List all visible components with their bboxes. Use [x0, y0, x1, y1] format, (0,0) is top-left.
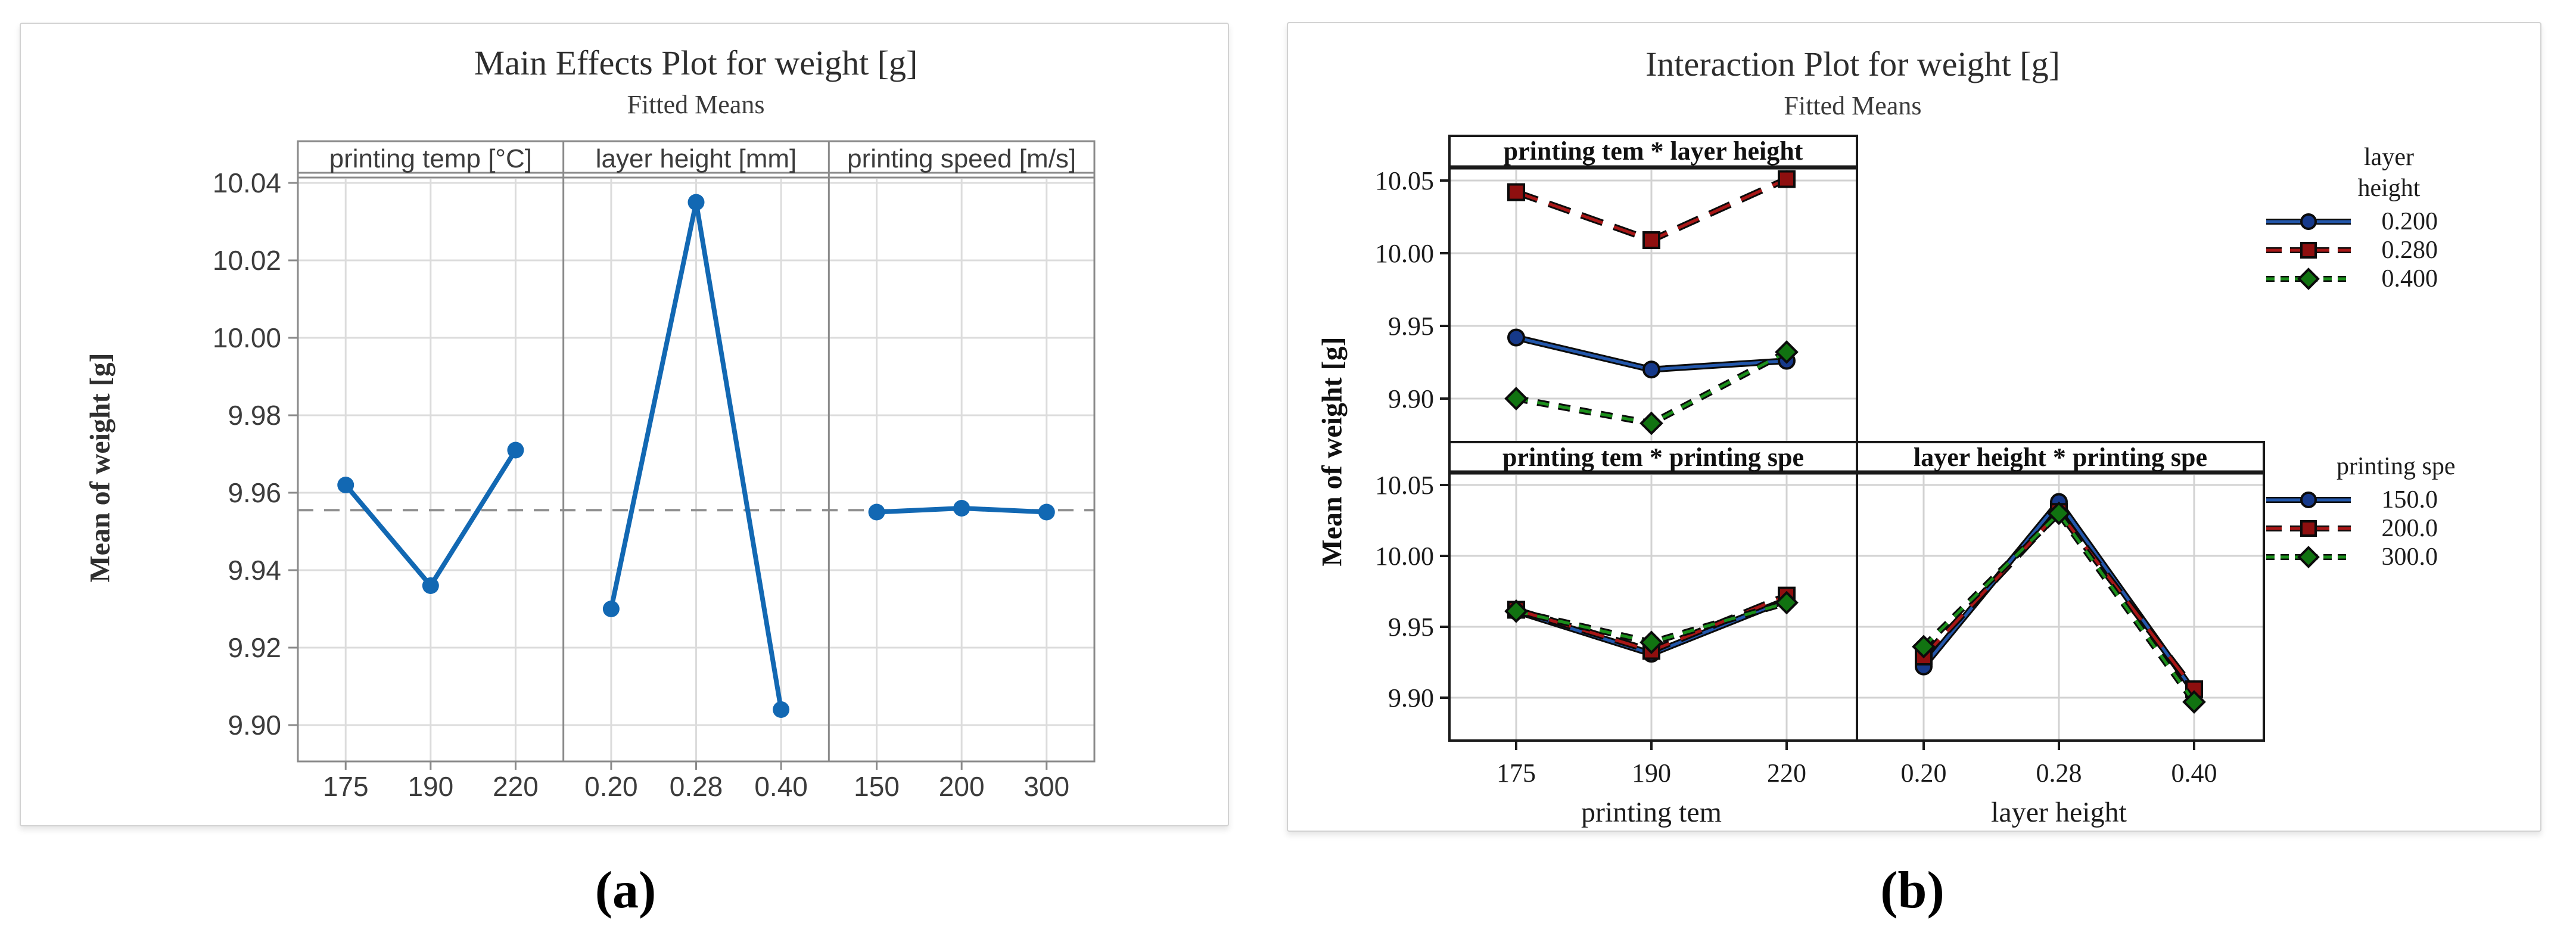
- svg-text:0.20: 0.20: [584, 771, 638, 802]
- figure-a-title: Main Effects Plot for weight [g]: [474, 43, 918, 82]
- svg-text:175: 175: [1497, 758, 1536, 788]
- svg-text:9.95: 9.95: [1388, 612, 1434, 642]
- svg-text:layer height [mm]: layer height [mm]: [596, 144, 797, 173]
- figure-b-x-axis-label-layer-height: layer height: [1991, 797, 2127, 828]
- figure-a-panel: [20, 23, 1229, 826]
- legend-entry: 300.0: [2264, 543, 2443, 571]
- legend-layer-height-title-line2: height: [2357, 175, 2421, 202]
- svg-text:printing speed [m/s]: printing speed [m/s]: [847, 144, 1076, 173]
- svg-text:300: 300: [1023, 771, 1069, 802]
- legend-entry: 0.400: [2264, 265, 2443, 293]
- legend-symbol-diamond: [2266, 546, 2351, 568]
- svg-text:printing tem * printing spe: printing tem * printing spe: [1502, 443, 1804, 472]
- legend-entry-label: 200.0: [2381, 515, 2438, 542]
- svg-text:220: 220: [1767, 758, 1806, 788]
- legend-symbol-diamond: [2266, 268, 2351, 290]
- svg-text:10.00: 10.00: [1375, 542, 1434, 571]
- svg-text:9.94: 9.94: [228, 555, 281, 586]
- svg-text:9.98: 9.98: [228, 400, 281, 431]
- figure-b-y-axis-label: Mean of weight [g]: [1316, 337, 1348, 567]
- svg-text:0.28: 0.28: [2036, 758, 2082, 788]
- svg-text:9.96: 9.96: [228, 477, 281, 508]
- interaction-plot: 10.05 10.05 10.00 10.00 9.95 9.95 9.90 9.90 175 1…: [1375, 135, 2265, 788]
- figure-a-y-axis-label: Mean of weight [g]: [84, 353, 116, 583]
- svg-text:printing tem * layer height: printing tem * layer height: [1504, 136, 1803, 166]
- svg-text:9.90: 9.90: [228, 710, 281, 741]
- legend-entry: 200.0: [2264, 514, 2443, 543]
- legend-entry: 0.200: [2264, 207, 2443, 236]
- svg-text:10.04: 10.04: [213, 167, 281, 198]
- svg-text:190: 190: [1632, 758, 1671, 788]
- legend-entry: 0.280: [2264, 236, 2443, 265]
- legend-symbol-square: [2266, 242, 2351, 259]
- main-effects-plot: 10.04 10.02 10.00 9.98 9.96 9.94 9.92 9.90 175 19…: [213, 140, 1096, 802]
- svg-text:9.92: 9.92: [228, 632, 281, 663]
- svg-text:0.28: 0.28: [670, 771, 723, 802]
- svg-text:0.40: 0.40: [2171, 758, 2217, 788]
- legend-entry-label: 0.200: [2381, 208, 2438, 235]
- legend-entry-label: 150.0: [2381, 486, 2438, 514]
- figure-b-subtitle: Fitted Means: [1784, 91, 1922, 120]
- svg-text:9.90: 9.90: [1388, 683, 1434, 713]
- svg-text:0.40: 0.40: [754, 771, 808, 802]
- svg-text:0.20: 0.20: [1901, 758, 1947, 788]
- interaction-series-300.0: [1922, 512, 2196, 703]
- svg-text:layer height * printing spe: layer height * printing spe: [1914, 443, 2207, 472]
- svg-text:175: 175: [323, 771, 369, 802]
- legend-layer-height: layer height 0.200 0.280 0.400: [2264, 142, 2443, 293]
- legend-entry-label: 300.0: [2381, 543, 2438, 571]
- legend-entry: 150.0: [2264, 486, 2443, 514]
- figure-b-x-axis-label-printing-tem: printing tem: [1581, 797, 1722, 828]
- legend-symbol-square: [2266, 520, 2351, 537]
- legend-layer-height-title-line1: layer: [2364, 144, 2414, 171]
- svg-text:220: 220: [493, 771, 539, 802]
- legend-symbol-circle: [2266, 213, 2351, 230]
- legend-entry-label: 0.400: [2381, 265, 2438, 293]
- figure-a-subtitle: Fitted Means: [627, 90, 765, 119]
- svg-text:10.05: 10.05: [1375, 166, 1434, 195]
- svg-text:10.00: 10.00: [213, 322, 281, 353]
- svg-text:9.90: 9.90: [1388, 384, 1434, 413]
- legend-printing-spe-title: printing spe: [2337, 453, 2456, 480]
- figure-b-title: Interaction Plot for weight [g]: [1645, 45, 2060, 83]
- legend-printing-spe-entries: 150.0 200.0 300.0: [2264, 486, 2443, 571]
- svg-text:150: 150: [854, 771, 900, 802]
- svg-text:10.02: 10.02: [213, 245, 281, 276]
- figure-a-caption: (a): [595, 862, 657, 919]
- legend-entry-label: 0.280: [2381, 237, 2438, 264]
- legend-printing-spe: printing spe 150.0 200.0 300.0: [2264, 451, 2456, 571]
- svg-text:9.95: 9.95: [1388, 312, 1434, 341]
- svg-text:10.05: 10.05: [1375, 471, 1434, 500]
- interaction-series-200.0: [1922, 510, 2195, 691]
- svg-text:10.00: 10.00: [1375, 239, 1434, 268]
- svg-text:printing temp [°C]: printing temp [°C]: [329, 144, 532, 173]
- legend-symbol-circle: [2266, 492, 2351, 508]
- figure-b-caption: (b): [1880, 862, 1945, 919]
- svg-text:200: 200: [939, 771, 985, 802]
- svg-text:190: 190: [407, 771, 453, 802]
- legend-layer-height-entries: 0.200 0.280 0.400: [2264, 207, 2443, 293]
